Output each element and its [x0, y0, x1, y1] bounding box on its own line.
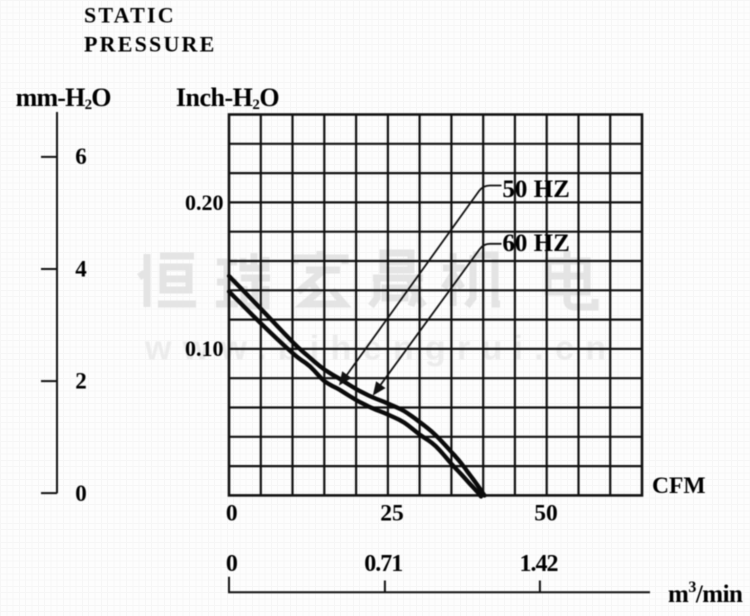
svg-text:Inch-H2O: Inch-H2O	[176, 83, 279, 113]
svg-text:0: 0	[226, 551, 238, 577]
svg-text:STATIC: STATIC	[84, 3, 176, 28]
svg-text:6: 6	[75, 144, 87, 169]
svg-text:60 HZ: 60 HZ	[502, 230, 569, 257]
svg-text:25: 25	[380, 500, 404, 526]
svg-text:50 HZ: 50 HZ	[502, 176, 569, 203]
svg-text:50: 50	[534, 500, 558, 526]
svg-text:1.42: 1.42	[520, 551, 558, 577]
svg-text:0: 0	[226, 500, 238, 526]
svg-text:4: 4	[75, 257, 87, 282]
svg-text:2: 2	[75, 369, 87, 394]
svg-text:0: 0	[75, 481, 87, 506]
svg-text:m3/min: m3/min	[668, 579, 743, 608]
svg-text:0.71: 0.71	[364, 551, 402, 577]
svg-text:mm-H2O: mm-H2O	[16, 83, 111, 113]
svg-text:CFM: CFM	[652, 473, 706, 499]
svg-text:0.20: 0.20	[185, 190, 224, 215]
svg-text:0.10: 0.10	[185, 336, 224, 361]
svg-text:PRESSURE: PRESSURE	[84, 32, 217, 57]
